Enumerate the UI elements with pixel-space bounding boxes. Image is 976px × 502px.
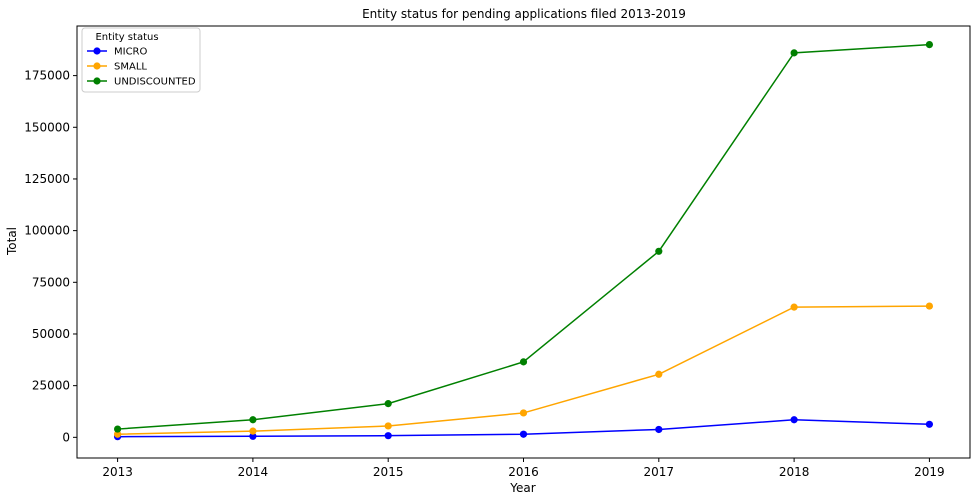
x-axis-title: Year (509, 481, 535, 495)
y-tick-label: 75000 (32, 275, 70, 289)
data-point-undiscounted (520, 358, 527, 365)
data-point-micro (926, 421, 933, 428)
data-point-undiscounted (926, 41, 933, 48)
x-tick-label: 2014 (238, 465, 269, 479)
data-point-undiscounted (655, 248, 662, 255)
y-tick-label: 100000 (24, 224, 70, 238)
legend-marker-micro (93, 47, 100, 54)
y-tick-label: 150000 (24, 120, 70, 134)
x-tick-label: 2019 (914, 465, 945, 479)
x-tick-label: 2017 (644, 465, 675, 479)
data-point-small (655, 371, 662, 378)
data-point-undiscounted (249, 416, 256, 423)
x-tick-label: 2016 (508, 465, 539, 479)
data-point-micro (655, 426, 662, 433)
y-tick-label: 50000 (32, 327, 70, 341)
legend-label-small: SMALL (114, 62, 147, 73)
legend-title: Entity status (95, 32, 158, 43)
data-point-small (791, 304, 798, 311)
legend-marker-small (93, 62, 100, 69)
x-tick-label: 2013 (102, 465, 133, 479)
y-axis-title: Total (5, 227, 19, 256)
legend-marker-undiscounted (93, 77, 100, 84)
legend: Entity status MICRO SMALL UNDISCOUNTED (82, 28, 200, 92)
data-point-small (926, 302, 933, 309)
chart-title: Entity status for pending applications f… (362, 7, 686, 21)
data-point-small (520, 409, 527, 416)
legend-label-micro: MICRO (114, 47, 148, 58)
data-point-undiscounted (791, 49, 798, 56)
y-tick-label: 175000 (24, 69, 70, 83)
y-tick-label: 0 (62, 430, 70, 444)
data-point-micro (385, 432, 392, 439)
data-point-small (249, 428, 256, 435)
data-point-small (385, 422, 392, 429)
y-tick-label: 25000 (32, 379, 70, 393)
data-point-micro (520, 431, 527, 438)
data-point-undiscounted (114, 425, 121, 432)
data-point-undiscounted (385, 400, 392, 407)
data-point-micro (791, 416, 798, 423)
x-tick-label: 2018 (779, 465, 810, 479)
legend-label-undiscounted: UNDISCOUNTED (114, 77, 196, 88)
y-tick-label: 125000 (24, 172, 70, 186)
x-tick-label: 2015 (373, 465, 404, 479)
